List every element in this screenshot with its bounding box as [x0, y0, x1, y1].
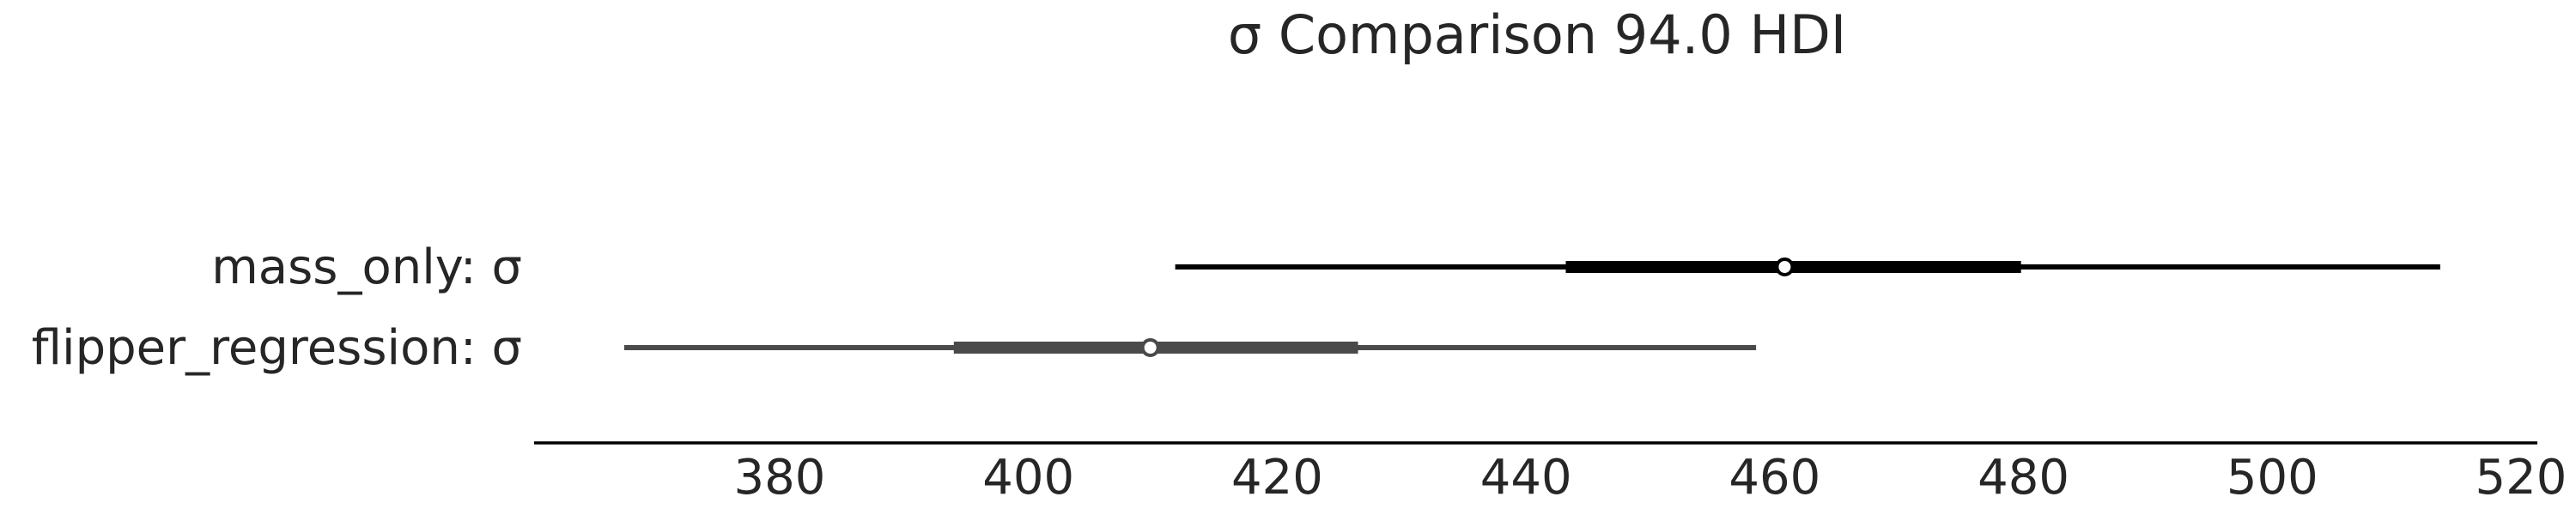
x-tick-label-460: 460: [1728, 450, 1820, 506]
x-tick-label-380: 380: [734, 450, 826, 506]
x-tick-label-440: 440: [1480, 450, 1572, 506]
point-estimate-mass-only: [1775, 258, 1795, 276]
row-label-flipper-regression: flipper_regression: σ: [32, 320, 522, 376]
forest-rows: mass_only: σ flipper_regression: σ: [32, 239, 2440, 376]
x-tick-label-520: 520: [2476, 450, 2567, 506]
x-axis-ticks: 380 400 420 440 460 480 500 520: [734, 450, 2567, 506]
row-label-mass-only: mass_only: σ: [211, 239, 522, 295]
x-tick-label-420: 420: [1231, 450, 1323, 506]
point-estimate-flipper-regression: [1140, 338, 1160, 357]
x-tick-label-500: 500: [2227, 450, 2318, 506]
chart-title: σ Comparison 94.0 HDI: [1228, 3, 1846, 66]
x-tick-label-400: 400: [982, 450, 1074, 506]
x-tick-label-480: 480: [1978, 450, 2069, 506]
